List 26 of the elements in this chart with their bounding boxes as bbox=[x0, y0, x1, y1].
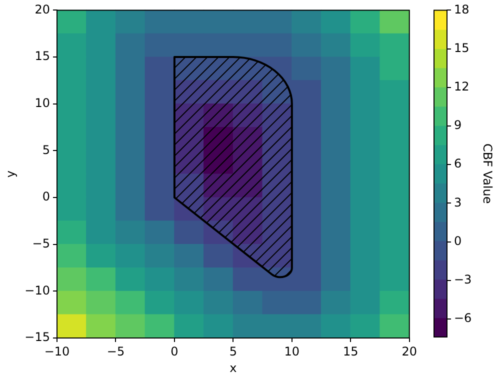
y-tick-label: 15 bbox=[34, 49, 50, 64]
color-bar-label: 9 bbox=[454, 118, 462, 132]
y-tick-label: −10 bbox=[24, 283, 50, 298]
color-bar-label: −3 bbox=[454, 272, 472, 287]
x-tick-label: −5 bbox=[106, 344, 125, 358]
color-bar-label: 3 bbox=[454, 195, 462, 210]
x-tick-label: 10 bbox=[284, 344, 300, 358]
color-bar-title: CBF Value bbox=[480, 143, 495, 204]
color-bar-label: 18 bbox=[454, 2, 470, 16]
y-axis-title: y bbox=[3, 170, 18, 178]
color-bar-label: −6 bbox=[454, 311, 472, 326]
y-tick-label: 0 bbox=[42, 190, 50, 204]
x-tick-label: 20 bbox=[402, 344, 418, 358]
y-tick-label: −15 bbox=[24, 330, 50, 344]
x-tick-label: 5 bbox=[229, 344, 238, 358]
x-tick-label: 15 bbox=[342, 344, 358, 358]
color-bar-label: 6 bbox=[454, 156, 462, 171]
color-bar-label: 15 bbox=[454, 40, 470, 55]
y-tick-label: −5 bbox=[32, 236, 50, 250]
color-bar-label: 12 bbox=[454, 80, 470, 94]
y-tick-label: 10 bbox=[34, 96, 50, 110]
y-tick-label: 20 bbox=[34, 2, 50, 16]
x-axis-title: x bbox=[230, 360, 237, 375]
x-tick-label: 0 bbox=[170, 344, 178, 358]
y-tick-label: 5 bbox=[42, 142, 50, 157]
color-bar-label: 0 bbox=[454, 234, 462, 248]
